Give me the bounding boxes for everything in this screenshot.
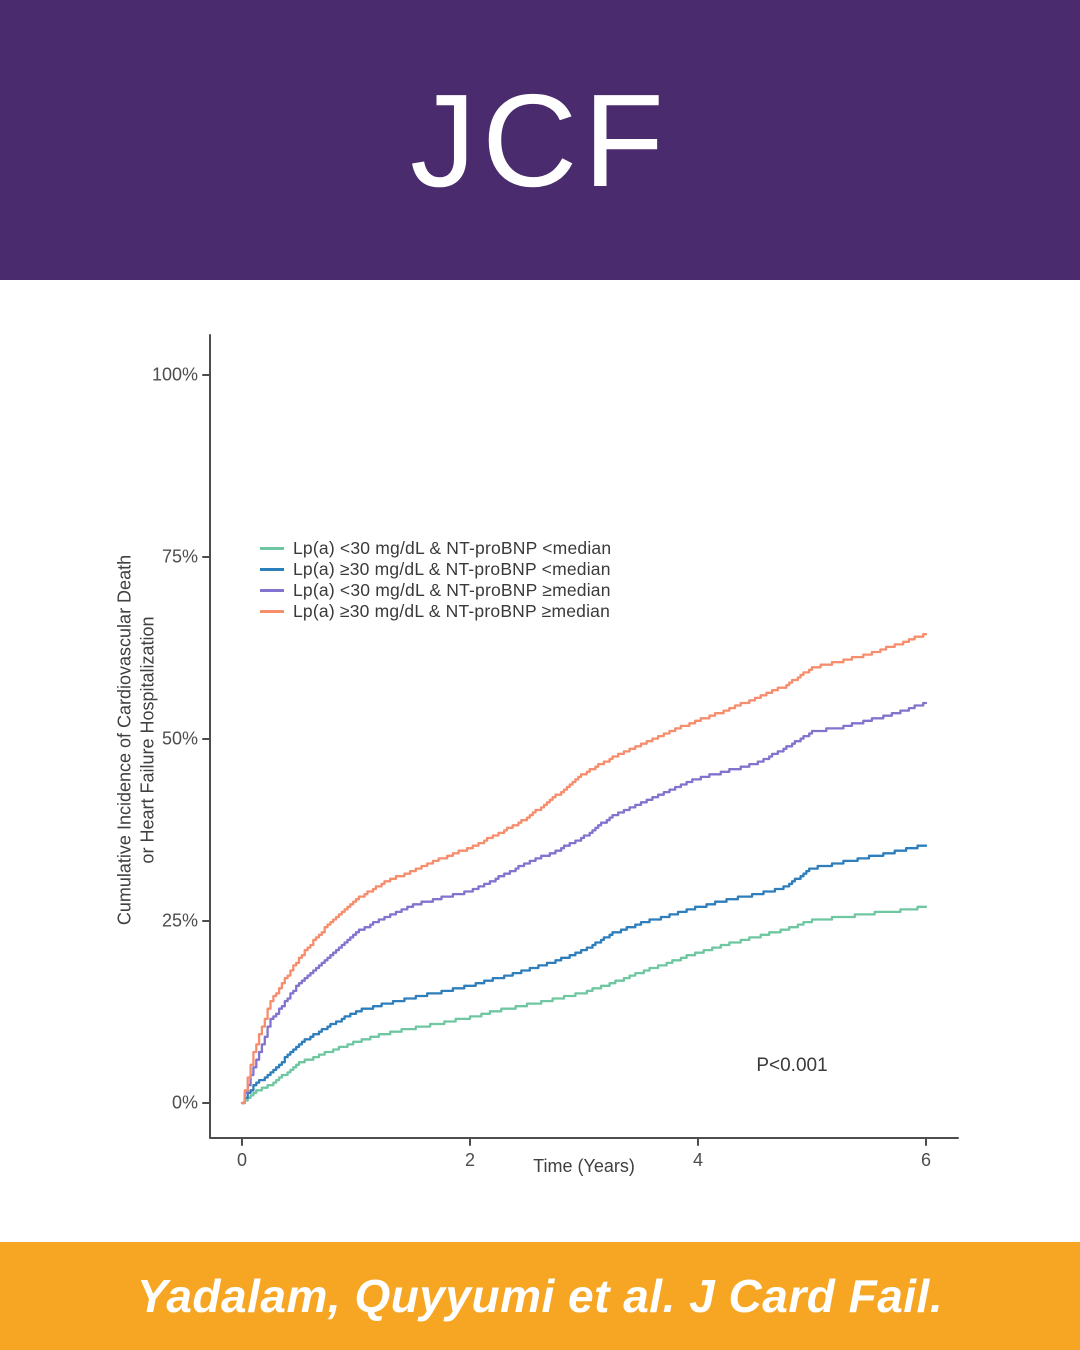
legend-swatch-2	[260, 588, 284, 592]
survival-curve-figure: Cumulative Incidence of Cardiovascular D…	[0, 280, 1080, 1242]
x-tick-label: 4	[692, 1150, 704, 1170]
legend-label-1: Lp(a) ≥30 mg/dL & NT-proBNP <median	[293, 558, 611, 579]
legend-swatch-3	[260, 609, 284, 613]
series-curve-2	[240, 701, 928, 1105]
journal-logo: JCF	[410, 66, 670, 214]
legend-item-3: Lp(a) ≥30 mg/dL & NT-proBNP ≥median	[260, 601, 611, 621]
legend-item-0: Lp(a) <30 mg/dL & NT-proBNP <median	[260, 538, 611, 558]
legend-item-1: Lp(a) ≥30 mg/dL & NT-proBNP <median	[260, 559, 611, 579]
y-tick-label: 50%	[161, 728, 198, 749]
y-tick-label: 75%	[161, 546, 198, 567]
y-axis-title-line1: Cumulative Incidence of Cardiovascular D…	[114, 554, 135, 926]
p-value-annotation: P<0.001	[756, 1055, 828, 1076]
axis-lines	[209, 334, 959, 1139]
series-curve-0	[240, 905, 928, 1105]
legend-swatch-1	[260, 567, 284, 571]
journal-header-banner: JCF	[0, 0, 1080, 280]
series-curve-1	[240, 844, 928, 1105]
legend-swatch-0	[260, 546, 284, 550]
y-axis-title: Cumulative Incidence of Cardiovascular D…	[114, 555, 159, 925]
legend-label-3: Lp(a) ≥30 mg/dL & NT-proBNP ≥median	[293, 600, 611, 621]
series-curve-3	[240, 633, 928, 1105]
y-tick-label: 100%	[151, 364, 198, 385]
y-axis-title-line2: or Heart Failure Hospitalization	[137, 616, 157, 864]
legend-label-2: Lp(a) <30 mg/dL & NT-proBNP ≥median	[293, 579, 611, 600]
x-tick-label: 0	[236, 1150, 248, 1170]
x-tick-label: 2	[464, 1150, 476, 1170]
x-axis-title: Time (Years)	[533, 1156, 635, 1176]
citation-footer-banner: Yadalam, Quyyumi et al. J Card Fail.	[0, 1242, 1080, 1350]
y-tick-label: 0%	[171, 1092, 198, 1113]
citation-text: Yadalam, Quyyumi et al. J Card Fail.	[136, 1270, 944, 1322]
y-tick-label: 25%	[161, 910, 198, 931]
x-tick-label: 6	[920, 1150, 932, 1170]
legend-item-2: Lp(a) <30 mg/dL & NT-proBNP ≥median	[260, 580, 611, 600]
legend-label-0: Lp(a) <30 mg/dL & NT-proBNP <median	[293, 537, 612, 558]
chart-legend: Lp(a) <30 mg/dL & NT-proBNP <median Lp(a)…	[260, 538, 611, 621]
